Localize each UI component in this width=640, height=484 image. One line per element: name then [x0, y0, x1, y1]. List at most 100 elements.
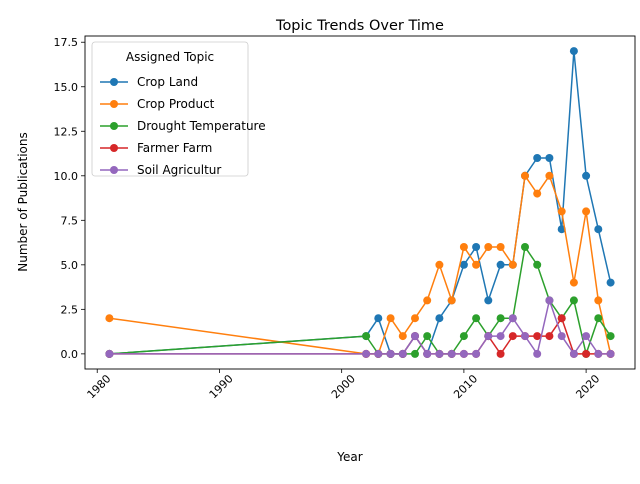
data-point-soil-agricultur: [545, 296, 554, 305]
legend-label-farmer-farm: Farmer Farm: [137, 141, 212, 155]
plot-frame: [84, 35, 636, 370]
data-point-soil-agricultur: [508, 314, 517, 323]
data-point-soil-agricultur: [398, 349, 407, 358]
data-point-farmer-farm: [496, 349, 505, 358]
legend-marker-crop-product: [110, 100, 118, 108]
data-point-drought-temperature: [496, 314, 505, 323]
data-point-crop-product: [496, 243, 505, 251]
plot-lines: [105, 47, 615, 358]
data-point-crop-land: [496, 260, 505, 269]
data-point-crop-product: [508, 260, 517, 269]
data-point-crop-product: [459, 243, 468, 251]
data-point-crop-product: [545, 171, 554, 180]
data-point-farmer-farm: [582, 349, 591, 358]
data-point-soil-agricultur: [374, 349, 383, 358]
legend-label-crop-product: Crop Product: [137, 97, 215, 111]
series-line-soil-agricultur: [109, 297, 611, 356]
data-point-soil-agricultur: [484, 332, 493, 341]
data-point-crop-product: [521, 171, 529, 180]
data-point-drought-temperature: [569, 296, 578, 305]
legend-marker-soil-agricultur: [110, 166, 118, 174]
data-point-farmer-farm: [557, 314, 566, 323]
data-point-crop-land: [374, 314, 383, 323]
data-point-soil-agricultur: [569, 349, 578, 358]
data-point-soil-agricultur: [582, 332, 591, 341]
data-point-crop-land: [606, 278, 615, 287]
data-point-soil-agricultur: [435, 349, 444, 358]
data-point-soil-agricultur: [472, 349, 481, 358]
y-axis-label: Number of Publications: [16, 132, 30, 272]
legend-label-soil-agricultur: Soil Agricultur: [137, 163, 221, 177]
data-point-soil-agricultur: [362, 349, 371, 358]
data-point-drought-temperature: [411, 349, 419, 358]
data-point-crop-product: [435, 260, 444, 269]
data-point-farmer-farm: [508, 332, 517, 341]
data-point-drought-temperature: [472, 314, 481, 323]
data-point-crop-land: [484, 296, 493, 305]
data-point-crop-product: [423, 296, 432, 305]
data-point-crop-product: [557, 207, 566, 216]
data-point-soil-agricultur: [411, 332, 419, 341]
data-point-drought-temperature: [533, 260, 542, 269]
legend-box: [91, 41, 249, 177]
data-point-crop-land: [594, 225, 603, 234]
x-axis-label: Year: [336, 450, 362, 464]
data-point-soil-agricultur: [533, 349, 542, 358]
y-tick-label: 2.5: [61, 303, 79, 316]
data-point-crop-product: [533, 189, 542, 198]
data-point-farmer-farm: [545, 332, 554, 341]
data-point-crop-product: [411, 314, 419, 323]
data-point-crop-land: [569, 47, 578, 56]
data-point-drought-temperature: [459, 332, 468, 341]
legend-label-crop-land: Crop Land: [137, 75, 198, 89]
data-point-crop-land: [435, 314, 444, 323]
series-line-crop-product: [109, 173, 612, 355]
y-tick-label: 12.5: [54, 125, 79, 138]
data-point-crop-product: [484, 243, 493, 251]
data-point-soil-agricultur: [459, 349, 468, 358]
legend: Assigned Topic Crop Land Crop Product Droug…: [91, 41, 266, 177]
data-point-crop-product: [569, 278, 578, 287]
y-tick-label: 17.5: [54, 36, 79, 49]
data-point-crop-land: [533, 154, 542, 162]
legend-title: Assigned Topic: [126, 50, 214, 64]
data-point-farmer-farm: [533, 332, 542, 341]
data-point-crop-land: [472, 243, 481, 251]
data-point-soil-agricultur: [606, 349, 615, 358]
data-point-soil-agricultur: [447, 349, 456, 358]
data-point-drought-temperature: [606, 332, 615, 341]
data-point-soil-agricultur: [496, 332, 505, 341]
data-point-drought-temperature: [521, 243, 529, 251]
y-tick-label: 7.5: [61, 214, 79, 227]
y-tick-label: 0.0: [61, 348, 79, 361]
data-point-drought-temperature: [423, 332, 432, 341]
data-point-soil-agricultur: [521, 332, 529, 341]
data-point-crop-land: [582, 171, 591, 180]
y-tick-label: 10.0: [54, 170, 79, 183]
data-point-soil-agricultur: [594, 349, 603, 358]
legend-label-drought-temperature: Drought Temperature: [137, 119, 266, 133]
data-point-crop-product: [447, 296, 456, 305]
data-point-crop-product: [386, 314, 395, 323]
data-point-soil-agricultur: [423, 349, 432, 358]
data-point-drought-temperature: [594, 314, 603, 323]
data-point-drought-temperature: [362, 332, 371, 341]
chart-title: Topic Trends Over Time: [275, 18, 444, 34]
data-point-crop-land: [545, 154, 554, 162]
legend-marker-drought-temperature: [110, 122, 118, 130]
data-point-crop-product: [472, 260, 481, 269]
data-point-crop-product: [398, 332, 407, 341]
y-axis: 0.0 2.5 5.0 7.5 10.0 12.5 15.0 17.5: [54, 36, 85, 361]
legend-marker-crop-land: [110, 78, 118, 86]
data-point-soil-agricultur: [386, 349, 395, 358]
data-point-crop-land: [459, 260, 468, 269]
y-tick-label: 15.0: [54, 81, 79, 94]
data-point-crop-product: [594, 296, 603, 305]
y-tick-label: 5.0: [61, 259, 79, 272]
legend-marker-farmer-farm: [110, 144, 118, 152]
data-point-crop-product: [582, 207, 591, 216]
data-point-soil-agricultur: [557, 332, 566, 341]
data-point-crop-product: [105, 314, 114, 323]
data-point-soil-agricultur: [105, 349, 114, 358]
